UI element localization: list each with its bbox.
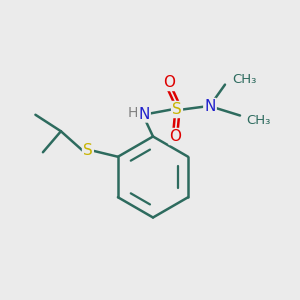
Text: S: S [83,143,93,158]
Text: H: H [128,106,138,120]
Text: O: O [164,75,175,90]
Text: N: N [204,99,216,114]
Text: S: S [172,102,182,117]
Text: O: O [169,129,181,144]
Text: N: N [138,106,150,122]
Text: CH₃: CH₃ [246,113,270,127]
Text: CH₃: CH₃ [232,73,256,86]
